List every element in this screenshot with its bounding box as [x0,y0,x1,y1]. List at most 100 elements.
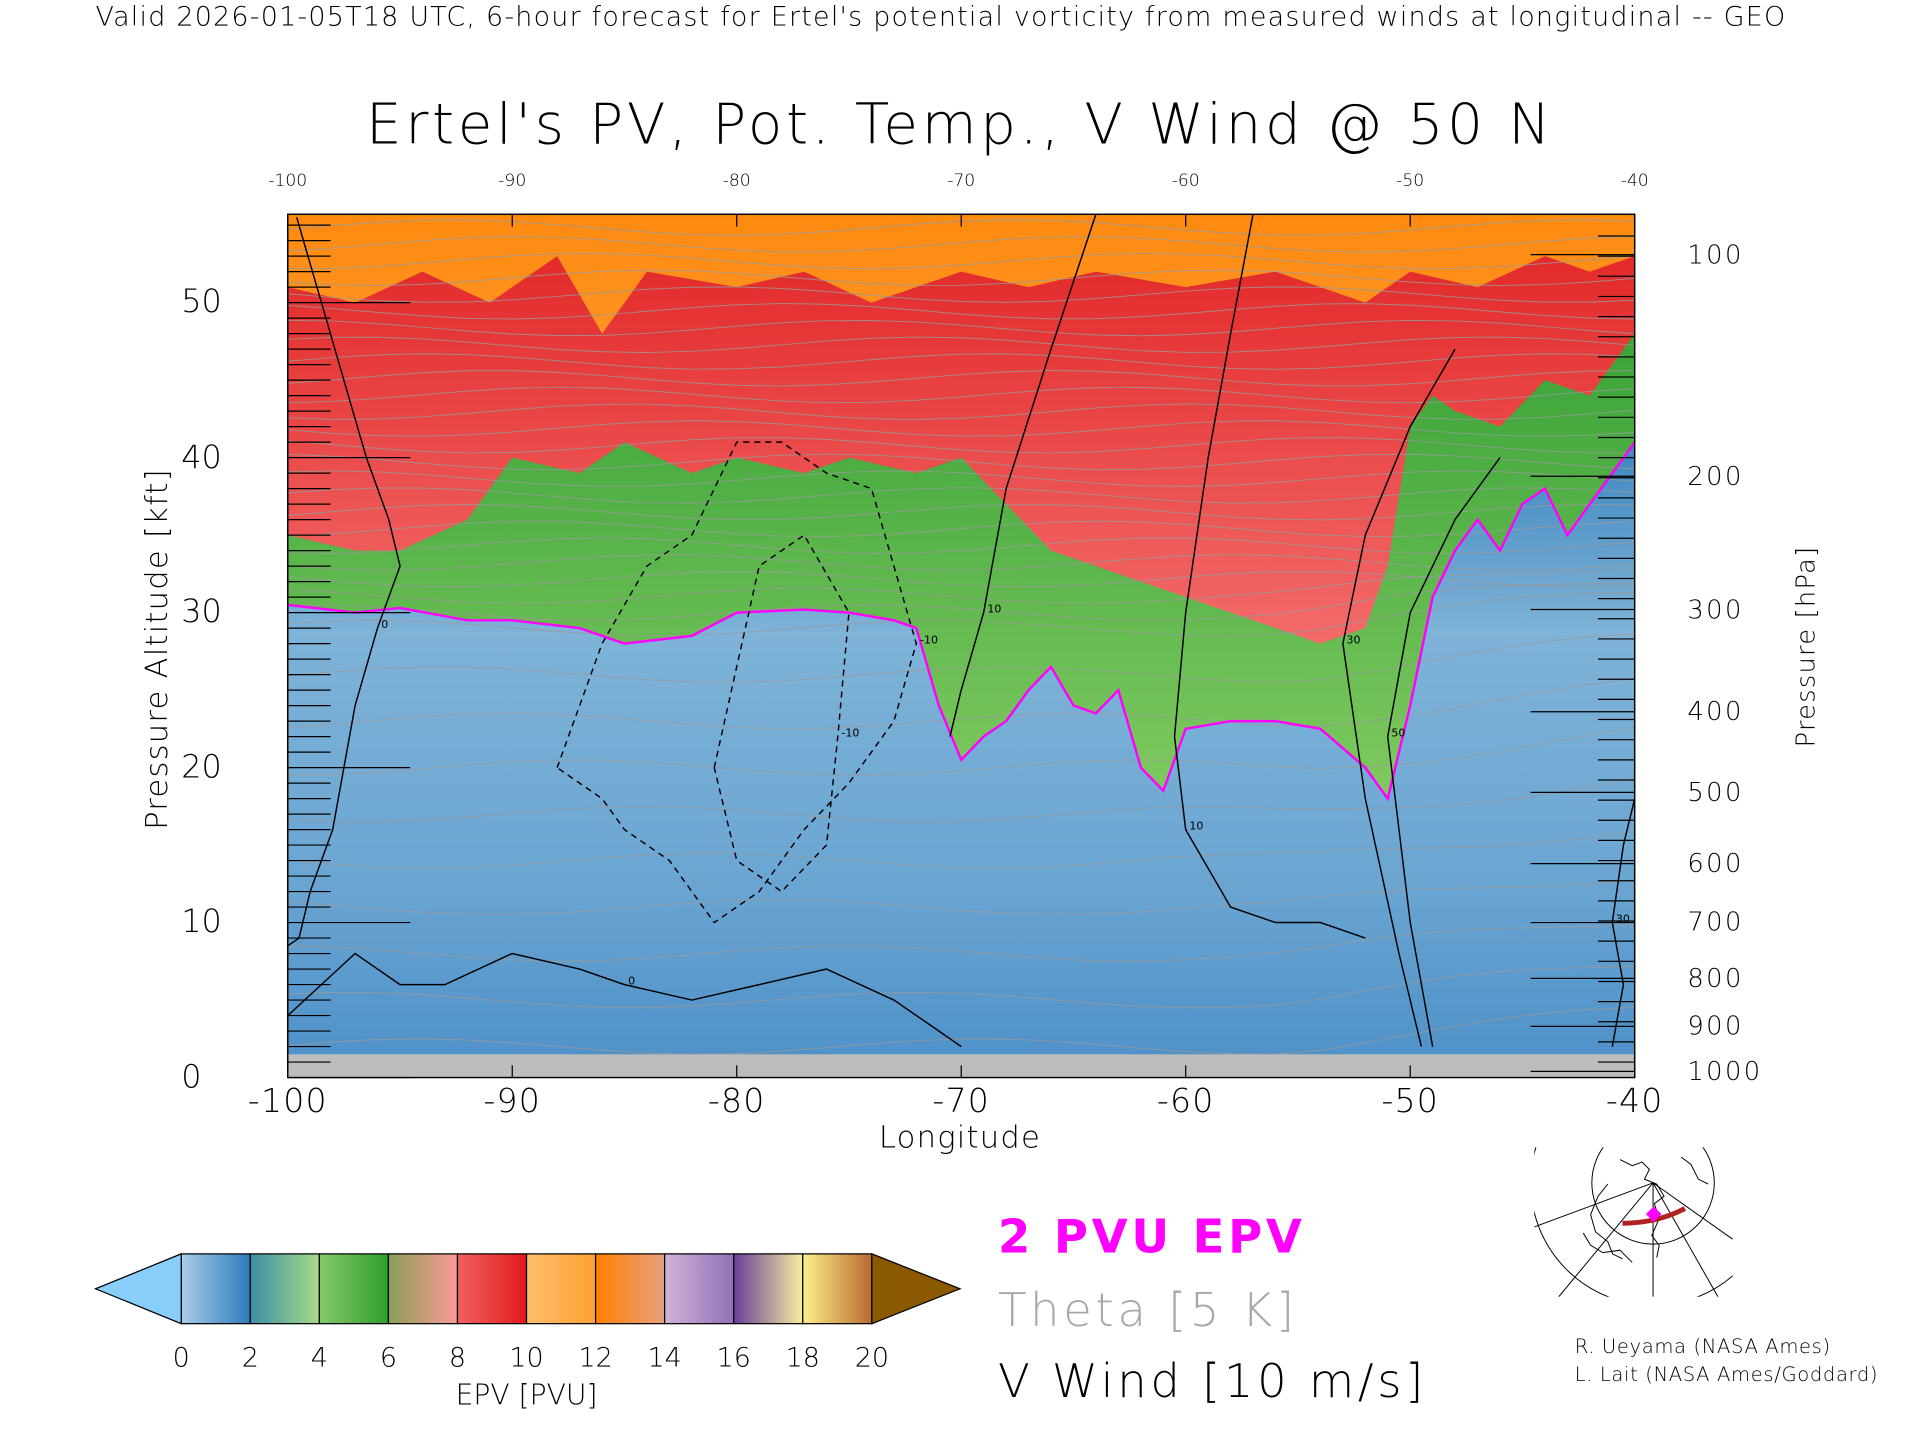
theta-contour-line [287,236,1635,253]
theta-contour-line [287,386,1635,404]
theta-contour-line [287,570,1635,588]
theta-contour-line [287,924,1635,962]
theta-contour-line [287,336,1635,354]
v-wind-contour-label: 10 [1189,820,1203,833]
colorbar-tick-label: 18 [785,1343,820,1374]
x-tick-label: -60 [1156,1082,1215,1121]
colorbar-title: EPV [PVU] [455,1380,598,1412]
pressure-tick-label: 700 [1687,907,1744,938]
top-tick-label: -80 [722,171,751,192]
top-tick-label: -60 [1171,171,1200,192]
v-wind-contour [287,952,962,1048]
x-tick-label: -90 [483,1082,542,1121]
y-tick-label: 50 [181,284,222,321]
v-wind-contour-label: 10 [987,603,1001,616]
y-tick-label: 40 [181,439,222,476]
v-wind-contour-label: -10 [920,634,938,647]
theta-contour-line [287,568,1635,605]
theta-contour-line [287,437,1635,454]
colorbar-tick-label: 0 [172,1343,190,1374]
theta-contour-line [287,303,1635,320]
v-wind-contour [1342,348,1456,1047]
v-wind-contour [713,534,850,893]
theta-contour-line [287,879,1635,916]
y2-axis-label: Pressure [hPa] [1791,545,1821,748]
colorbar-tick-label: 10 [509,1343,544,1374]
v-wind-contour [1173,214,1366,939]
pressure-tick-label: 800 [1687,963,1744,994]
v-wind-contour [949,214,1097,737]
theta-contour-line [287,520,1635,538]
v-wind-contour-label: 30 [1616,913,1630,926]
legend-pv: 2 PVU EPV [997,1209,1306,1264]
top-tick-label: -90 [498,171,527,192]
v-wind-contour [556,441,918,924]
legend-wind: V Wind [10 m/s] [997,1354,1427,1409]
theta-contour-line [287,286,1635,303]
top-tick-label: -50 [1396,171,1425,192]
x-axis-label: Longitude [878,1119,1042,1155]
v-wind-contour-label: 50 [1391,727,1405,740]
tropopause-2pvu-line [287,441,1635,802]
colorbar-tick-label: 16 [716,1343,751,1374]
theta-contour-line [287,470,1635,487]
theta-contour-line [287,726,1635,776]
theta-contour-line [287,778,1635,823]
x-tick-label: -40 [1605,1082,1664,1121]
y-axis-label: Pressure Altitude [kft] [138,468,175,830]
v-wind-contour-label: 0 [628,975,635,988]
legend-theta: Theta [5 K] [997,1283,1298,1338]
chart-title: Ertel's PV, Pot. Temp., V Wind @ 50 N [365,90,1555,157]
v-wind-contour-label: 30 [1347,634,1361,647]
colorbar-tick-label: 8 [448,1343,467,1374]
location-map-inset [1534,1147,1733,1297]
theta-contour-line [287,252,1635,270]
theta-contour-line [287,678,1635,730]
v-wind-contours: 0 0 -10 -10 10 10 30 50 30 [287,214,1635,1048]
y-tick-label: 30 [181,594,222,631]
v-wind-contour [1386,457,1501,1047]
credit-line-1: R. Ueyama (NASA Ames) [1574,1334,1831,1358]
theta-contour-line [287,1007,1635,1055]
pressure-tick-label: 100 [1687,239,1744,270]
pressure-tick-label: 500 [1687,777,1744,808]
top-tick-label: -70 [947,171,976,192]
x-tick-label: -80 [707,1082,766,1121]
theta-contour-line [287,537,1635,554]
y-tick-label: 0 [181,1059,202,1096]
theta-contour-line [287,503,1635,521]
theta-contour-line [287,269,1635,287]
pressure-tick-label: 1000 [1687,1056,1763,1087]
theta-contour-line [287,554,1635,571]
colorbar-tick-label: 2 [241,1343,259,1374]
pressure-tick-label: 300 [1687,594,1744,625]
pressure-tick-label: 400 [1687,697,1744,727]
colorbar-tick-label: 6 [379,1343,397,1374]
x-tick-label: -100 [247,1082,328,1121]
theta-contour-line [287,830,1635,869]
colorbar-tick-label: 4 [310,1343,328,1374]
theta-contour-line [287,353,1635,370]
y-tick-label: 20 [181,749,222,786]
v-wind-contour-label: 0 [381,618,388,631]
y-tick-label: 10 [181,904,222,941]
theta-contour-line [287,581,1635,621]
theta-contour-line [287,403,1635,421]
theta-contour-line [287,370,1635,387]
x-tick-label: -50 [1381,1082,1440,1121]
v-wind-contour [287,217,401,947]
colorbar-tick-label: 14 [647,1343,682,1374]
colorbar-tick-label: 20 [854,1343,889,1374]
v-wind-contour-label: -10 [841,727,859,740]
header-text: Valid 2026-01-05T18 UTC, 6-hour forecast… [95,2,1787,34]
pressure-tick-label: 600 [1687,848,1744,879]
theta-contour-line [287,420,1635,437]
pressure-tick-label: 200 [1687,461,1744,491]
colorbar-tick-label: 12 [578,1343,613,1374]
theta-contour-line [287,966,1635,1009]
theta-contour-line [287,319,1635,337]
credit-line-2: L. Lait (NASA Ames/Goddard) [1574,1362,1879,1387]
x-tick-label: -70 [932,1082,991,1121]
